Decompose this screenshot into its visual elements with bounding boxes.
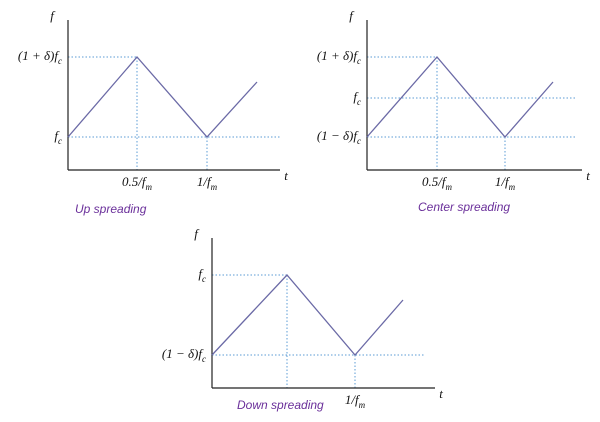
y-label-sub: c [202,274,206,284]
x-label-sub: m [359,400,366,410]
frequency-curve [211,274,404,356]
y-label-sub: c [58,56,62,66]
x-axis-label: t [284,168,288,183]
x-label-main: 1/f [345,392,361,407]
x-label: 1/fm [495,174,516,192]
y-axis-label: f [349,8,355,23]
y-label-main: f [54,128,60,143]
x-label-sub: m [509,182,516,192]
y-label-sub: c [202,354,206,364]
y-label: fc [353,89,361,107]
y-label: (1 − δ)fc [162,346,206,364]
x-label-sub: m [445,182,452,192]
y-label-sub: c [357,136,361,146]
x-label-main: 1/f [495,174,511,189]
y-label-main: (1 + δ)f [18,48,60,63]
x-label-main: 0.5/f [422,174,448,189]
x-axis-label: t [439,386,443,401]
y-label-sub: c [357,56,361,66]
x-label-sub: m [211,182,218,192]
x-label: 0.5/fm [122,174,152,192]
y-label: (1 + δ)fc [317,48,361,66]
y-label-main: (1 + δ)f [317,48,359,63]
y-label-sub: c [357,97,361,107]
panel-caption: Down spreading [237,398,324,412]
y-axis-label: f [194,226,200,241]
y-label-sub: c [58,136,62,146]
frequency-curve [366,56,554,138]
x-label: 1/fm [197,174,218,192]
y-label: (1 − δ)fc [317,128,361,146]
panel-caption: Center spreading [418,200,510,214]
y-axis-label: f [50,8,56,23]
frequency-curve [67,56,258,138]
y-label: fc [198,266,206,284]
y-label-main: (1 − δ)f [162,346,204,361]
y-label-main: (1 − δ)f [317,128,359,143]
panel-caption: Up spreading [75,202,147,216]
y-label-main: f [353,89,359,104]
x-axis-label: t [586,168,590,183]
y-label: fc [54,128,62,146]
x-label-main: 0.5/f [122,174,148,189]
y-label-main: f [198,266,204,281]
x-label-sub: m [145,182,152,192]
x-label: 0.5/fm [422,174,452,192]
x-label: 1/fm [345,392,366,410]
y-label: (1 + δ)fc [18,48,62,66]
x-label-main: 1/f [197,174,213,189]
